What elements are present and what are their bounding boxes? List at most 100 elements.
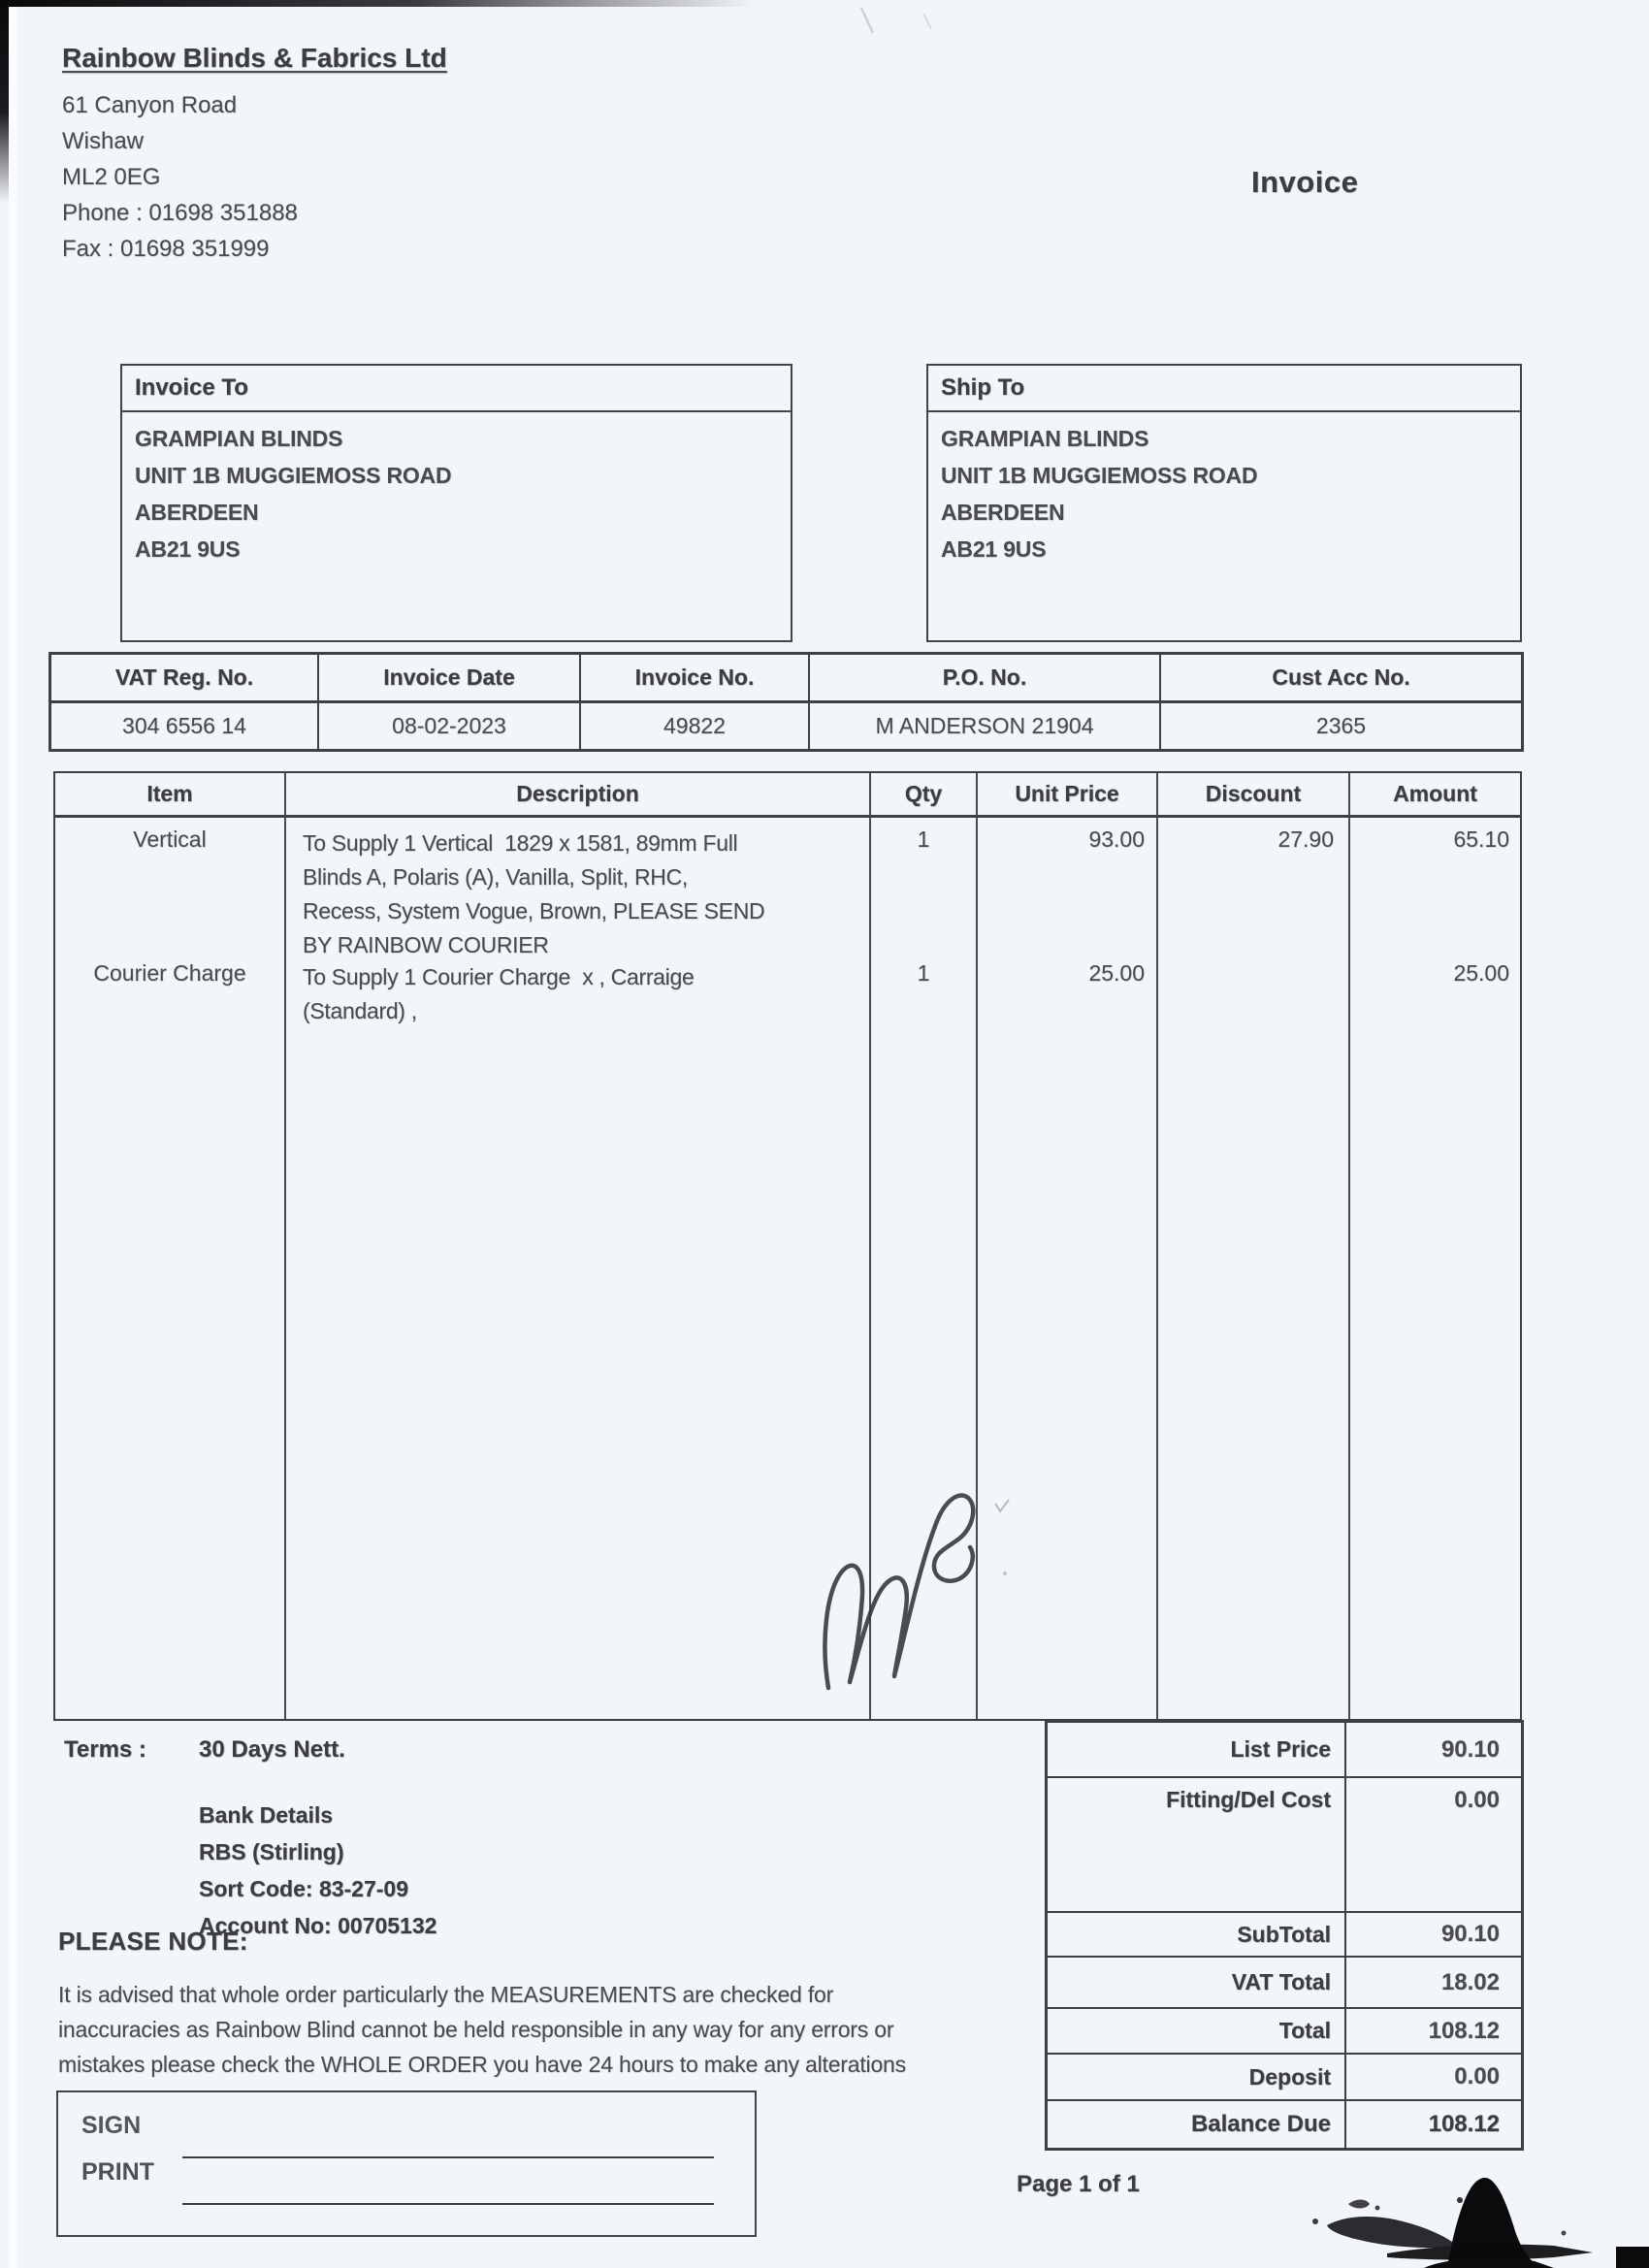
line-items-header-row: Item Description Qty Unit Price Discount… [55, 773, 1520, 818]
item-qty: 1 [917, 826, 930, 852]
col-header-item: Item [55, 773, 286, 815]
total-value: 90.10 [1440, 1735, 1500, 1763]
info-value-invoice-date: 08-02-2023 [319, 703, 581, 749]
invoice-to-label: Invoice To [122, 366, 791, 412]
info-value-vat-reg-no: 304 6556 14 [51, 703, 319, 749]
total-label: Deposit [1048, 2055, 1346, 2099]
totals-box: List Price 90.10 Fitting/Del Cost 0.00 S… [1045, 1720, 1524, 2151]
item-description: To Supply 1 Courier Charge x , Carraige … [303, 964, 695, 1023]
company-address-line: ML2 0EG [62, 164, 161, 190]
bank-details-heading: Bank Details [199, 1802, 334, 1828]
item-unit-price: 25.00 [1088, 960, 1145, 986]
total-value: 108.12 [1428, 2017, 1500, 2044]
scan-edge-left-shadow [0, 0, 9, 204]
total-value: 0.00 [1454, 1787, 1500, 1813]
total-value: 0.00 [1454, 2063, 1500, 2090]
handwritten-initials-signature [823, 1493, 1010, 1691]
info-header-po-no: P.O. No. [810, 655, 1161, 703]
line-items-table: Item Description Qty Unit Price Discount… [53, 771, 1522, 1721]
col-header-description: Description [286, 773, 871, 815]
company-phone: Phone : 01698 351888 [62, 200, 298, 226]
item-amount: 65.10 [1453, 826, 1509, 852]
bank-sort-code: Sort Code: 83-27-09 [199, 1876, 409, 1901]
letterhead: Rainbow Blinds & Fabrics Ltd 61 Canyon R… [62, 43, 447, 267]
info-header-cust-acc-no: Cust Acc No. [1161, 655, 1521, 703]
company-name: Rainbow Blinds & Fabrics Ltd [62, 43, 447, 73]
col-header-amount: Amount [1393, 781, 1477, 806]
unit-price-column: 93.00 25.00 [978, 818, 1158, 1719]
item-unit-price: 93.00 [1088, 826, 1145, 852]
total-label: List Price [1048, 1723, 1346, 1776]
please-note-text: It is advised that whole order particula… [58, 1982, 906, 2077]
signature-box: SIGN PRINT [56, 2090, 757, 2237]
discount-column: 27.90 [1158, 818, 1350, 1719]
company-fax: Fax : 01698 351999 [62, 236, 270, 262]
totals-row-vat-total: VAT Total 18.02 [1048, 1958, 1521, 2009]
document-title: Invoice [1251, 165, 1359, 199]
invoice-to-line: GRAMPIAN BLINDS [135, 426, 343, 451]
total-label: Balance Due [1048, 2101, 1346, 2148]
col-header-qty: Qty [871, 773, 978, 815]
ship-to-label: Ship To [928, 366, 1520, 412]
bank-details: Bank Details RBS (Stirling) Sort Code: 8… [199, 1797, 436, 1944]
info-value-invoice-no: 49822 [581, 703, 810, 749]
item-name: Courier Charge [93, 960, 246, 986]
bank-name: RBS (Stirling) [199, 1839, 344, 1864]
company-address-line: 61 Canyon Road [62, 92, 238, 118]
ship-to-line: UNIT 1B MUGGIEMOSS ROAD [941, 463, 1258, 488]
info-header-invoice-date: Invoice Date [319, 655, 581, 703]
terms-label: Terms : [64, 1736, 146, 1763]
item-qty: 1 [917, 960, 930, 986]
col-header-discount: Discount [1158, 773, 1350, 815]
total-label: VAT Total [1048, 1958, 1346, 2007]
totals-row-deposit: Deposit 0.00 [1048, 2055, 1521, 2101]
ship-to-box: Ship To GRAMPIAN BLINDS UNIT 1B MUGGIEMO… [926, 364, 1522, 642]
sign-label: SIGN [81, 2112, 142, 2139]
invoice-to-box: Invoice To GRAMPIAN BLINDS UNIT 1B MUGGI… [120, 364, 792, 642]
total-value: 18.02 [1440, 1968, 1500, 1995]
ship-to-line: AB21 9US [941, 536, 1047, 562]
info-value-cust-acc-no: 2365 [1315, 713, 1367, 738]
terms-value: 30 Days Nett. [199, 1736, 345, 1763]
sign-line [182, 2156, 714, 2158]
total-label: Total [1048, 2009, 1346, 2053]
please-note-heading: PLEASE NOTE: [58, 1927, 248, 1956]
info-header-vat-reg-no: VAT Reg. No. [51, 655, 319, 703]
invoice-to-line: ABERDEEN [135, 500, 259, 525]
bank-account-no: Account No: 00705132 [199, 1913, 437, 1938]
qty-column: 1 1 [871, 818, 978, 1719]
faint-pencil-marks [859, 7, 932, 34]
scan-edge-paper-strip [9, 0, 16, 2268]
scan-edge-top-shadow [0, 0, 757, 7]
item-discount: 27.90 [1277, 826, 1334, 852]
print-line [182, 2203, 714, 2205]
print-label: PRINT [81, 2158, 154, 2186]
invoice-to-line: UNIT 1B MUGGIEMOSS ROAD [135, 463, 452, 488]
invoice-info-table: VAT Reg. No. Invoice Date Invoice No. P.… [48, 652, 1524, 752]
company-address-line: Wishaw [62, 128, 145, 154]
col-header-unit-price: Unit Price [978, 773, 1158, 815]
ship-to-line: GRAMPIAN BLINDS [941, 426, 1149, 451]
description-column: To Supply 1 Vertical 1829 x 1581, 89mm F… [286, 818, 871, 1719]
invoice-to-line: AB21 9US [135, 536, 241, 562]
total-value: 90.10 [1440, 1921, 1500, 1947]
ship-to-line: ABERDEEN [941, 500, 1065, 525]
item-name: Vertical [133, 826, 207, 852]
amount-column: 65.10 25.00 [1350, 818, 1520, 1719]
item-amount: 25.00 [1453, 960, 1509, 986]
page-indicator: Page 1 of 1 [1017, 2171, 1140, 2197]
info-header-invoice-no: Invoice No. [581, 655, 810, 703]
ink-blot-smudge [1312, 2178, 1649, 2268]
item-description: To Supply 1 Vertical 1829 x 1581, 89mm F… [303, 830, 765, 957]
totals-row-total: Total 108.12 [1048, 2009, 1521, 2055]
total-value: 108.12 [1428, 2111, 1500, 2137]
totals-row-fitting-del-cost: Fitting/Del Cost 0.00 [1048, 1778, 1521, 1913]
total-label: Fitting/Del Cost [1048, 1778, 1346, 1911]
totals-row-balance-due: Balance Due 108.12 [1048, 2101, 1521, 2148]
info-value-po-no: M ANDERSON 21904 [810, 703, 1161, 749]
item-column: Vertical Courier Charge [55, 818, 286, 1719]
total-label: SubTotal [1048, 1913, 1346, 1956]
totals-row-list-price: List Price 90.10 [1048, 1723, 1521, 1778]
totals-row-subtotal: SubTotal 90.10 [1048, 1913, 1521, 1958]
